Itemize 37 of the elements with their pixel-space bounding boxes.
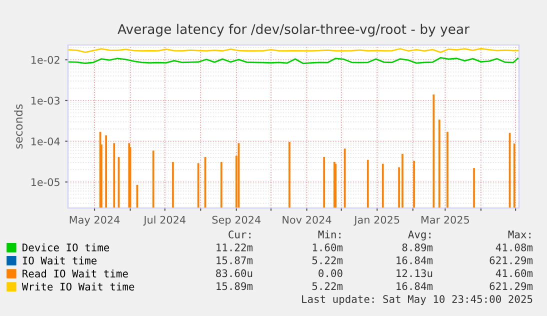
text: 8.89m — [402, 243, 433, 252]
text: 15.87m — [216, 256, 253, 264]
x-tick-label: Nov 2024 — [282, 216, 332, 224]
text: Max: — [508, 230, 530, 238]
text: 16.84m — [396, 282, 433, 290]
y-axis-title: seconds — [14, 104, 23, 149]
text: 16.84m — [396, 256, 433, 264]
legend-label: Write IO Wait time — [22, 282, 134, 291]
x-tick-label: May 2024 — [70, 216, 120, 226]
y-tick-label: 1e-03 — [31, 96, 60, 105]
legend-label: Read IO Wait time — [22, 269, 128, 278]
text: Cur: — [228, 230, 250, 238]
chart-title: Average latency for /dev/solar-three-vg/root - by year — [118, 24, 470, 37]
y-tick-label: 1e-04 — [31, 137, 60, 146]
text: 41.08m — [496, 243, 533, 252]
text: 5.22m — [312, 256, 343, 264]
text: 1.60m — [312, 243, 343, 252]
x-tick-label: Mar 2025 — [421, 216, 470, 224]
legend-label: IO Wait time — [22, 256, 97, 264]
text: Last update: Sat May 10 23:45:00 2025 — [302, 294, 532, 306]
text: 621.29m — [490, 256, 533, 264]
text: 15.89m — [216, 282, 253, 290]
y-tick-label: 1e-05 — [31, 178, 60, 186]
x-tick-label: Jul 2024 — [143, 216, 186, 226]
text: 83.60u — [216, 269, 252, 278]
x-tick-label: Sep 2024 — [212, 216, 261, 226]
y-tick-label: 1e-02 — [31, 56, 60, 64]
text: 11.22m — [216, 243, 253, 252]
text: 41.60m — [496, 269, 533, 278]
text: Avg: — [408, 230, 430, 240]
text: 0.00 — [318, 269, 342, 278]
text: 621.29m — [490, 282, 533, 290]
text: 5.22m — [312, 282, 343, 290]
x-tick-label: Jan 2025 — [354, 216, 400, 226]
text: Min: — [318, 230, 340, 238]
legend-label: Device IO time — [22, 243, 110, 252]
text: 12.13u — [396, 269, 432, 278]
